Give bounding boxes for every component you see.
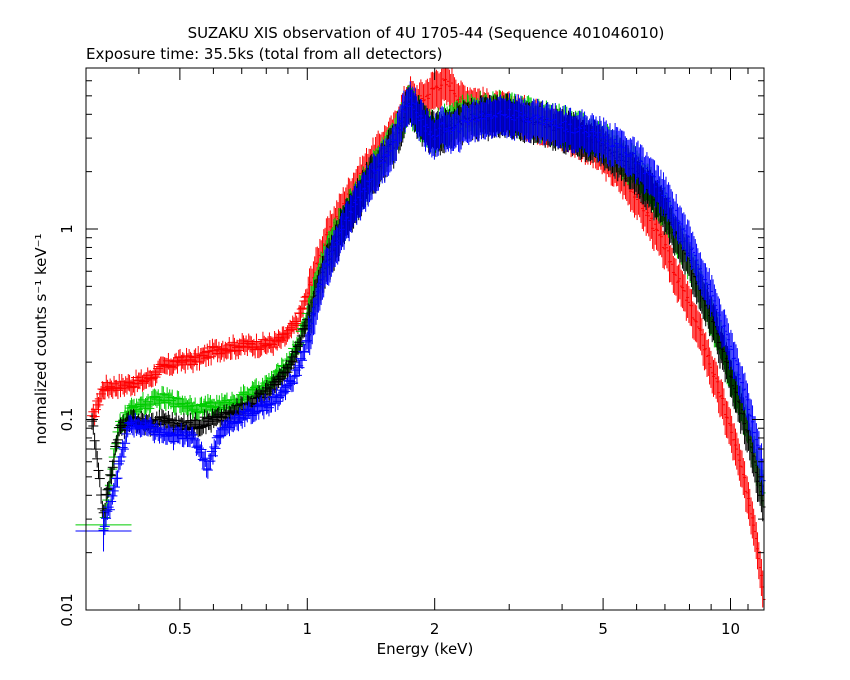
y-tick-label: 0.1 bbox=[58, 408, 76, 432]
plot-frame bbox=[85, 67, 765, 611]
x-tick-label: 2 bbox=[430, 620, 440, 638]
y-axis-label: normalized counts s⁻¹ keV⁻¹ bbox=[32, 233, 50, 444]
chart-subtitle: Exposure time: 35.5ks (total from all de… bbox=[86, 45, 442, 63]
axis-ticks bbox=[85, 67, 765, 611]
x-axis-label: Energy (keV) bbox=[377, 640, 474, 658]
y-tick-labels: 0.01 0.1 1 bbox=[58, 224, 76, 626]
y-tick-label: 1 bbox=[58, 224, 76, 234]
spectrum-series-1 bbox=[75, 84, 766, 546]
data-marks bbox=[75, 68, 766, 610]
x-tick-label: 0.5 bbox=[168, 620, 192, 638]
x-tick-label: 5 bbox=[598, 620, 608, 638]
chart-title: SUZAKU XIS observation of 4U 1705-44 (Se… bbox=[188, 24, 665, 42]
spectrum-series-0 bbox=[87, 68, 766, 610]
x-tick-labels: 0.5 1 2 5 10 bbox=[168, 620, 740, 638]
x-tick-label: 10 bbox=[721, 620, 740, 638]
spectrum-series-3 bbox=[75, 81, 766, 552]
spectrum-series-2 bbox=[87, 85, 766, 528]
x-tick-label: 1 bbox=[303, 620, 313, 638]
y-tick-label: 0.01 bbox=[58, 593, 76, 626]
